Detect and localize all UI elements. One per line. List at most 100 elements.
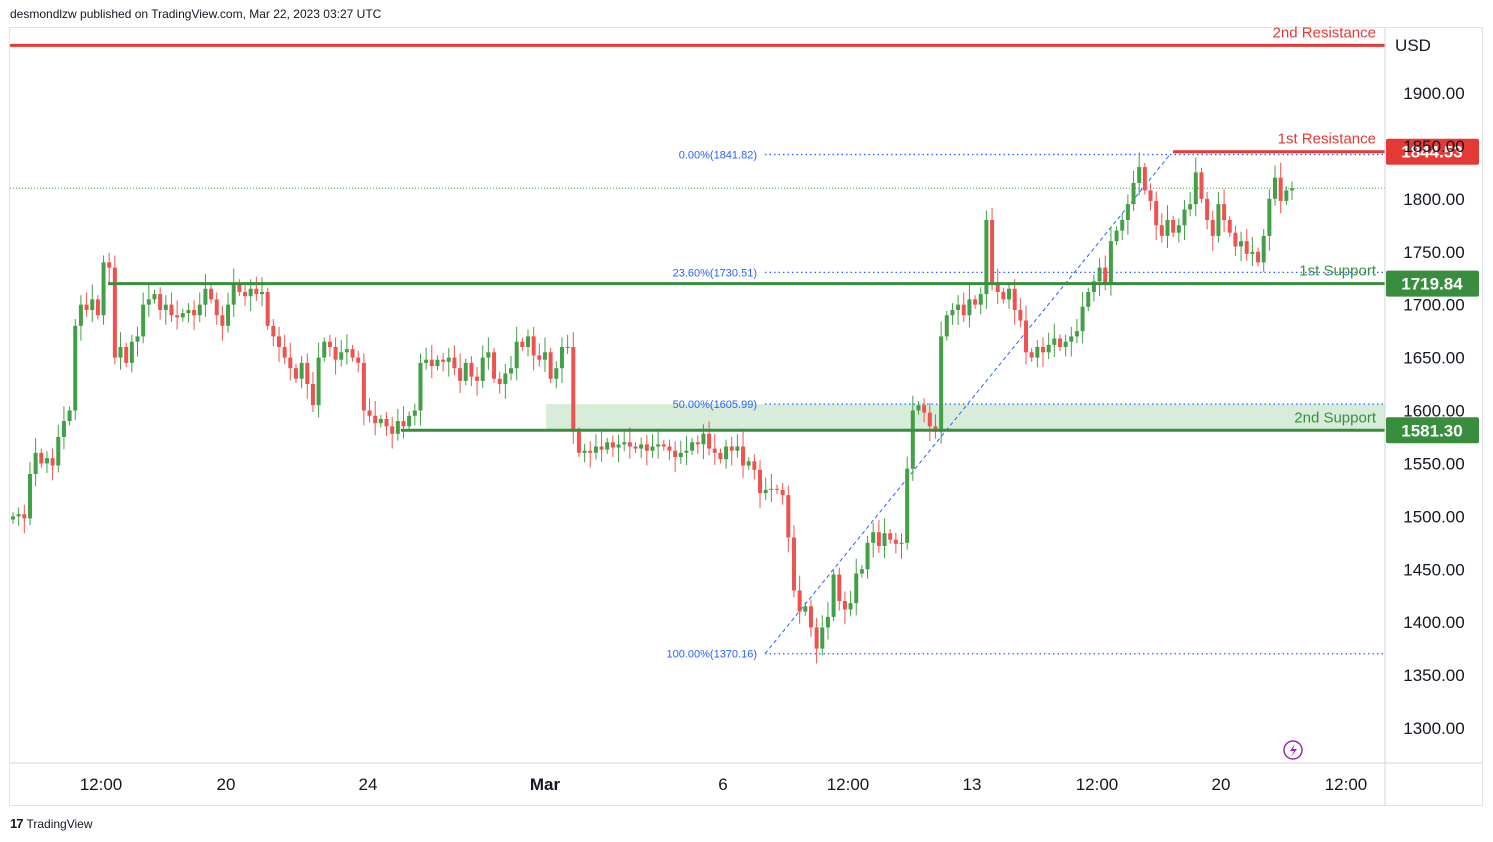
- candle: [469, 355, 474, 387]
- candle-body: [927, 412, 932, 427]
- candle: [135, 326, 140, 357]
- candle-body: [39, 452, 44, 464]
- candle-body: [808, 606, 813, 628]
- candle-body: [373, 415, 378, 424]
- candle: [1239, 231, 1244, 262]
- candle-body: [118, 347, 123, 358]
- candle: [1069, 326, 1074, 357]
- candle-body: [1097, 267, 1102, 282]
- chart-frame[interactable]: [9, 27, 1483, 806]
- candle-body: [656, 444, 661, 447]
- candle: [1125, 194, 1130, 235]
- candle-body: [418, 362, 423, 411]
- y-tick-label: 1750.00: [1403, 243, 1464, 262]
- currency-label: USD: [1395, 36, 1431, 55]
- candle-body: [135, 336, 140, 342]
- tradingview-logo-icon: 17: [10, 816, 24, 831]
- candle-body: [1086, 291, 1091, 307]
- candle: [752, 454, 757, 480]
- candle: [763, 477, 768, 500]
- candle: [243, 285, 248, 306]
- candle: [1018, 297, 1023, 328]
- candle-body: [412, 410, 417, 416]
- candle-body: [293, 368, 298, 379]
- candle-body: [859, 569, 864, 574]
- candle-body: [1091, 281, 1096, 292]
- candle: [780, 482, 785, 505]
- candle-body: [627, 442, 632, 447]
- candle-body: [537, 355, 542, 360]
- candle: [288, 342, 293, 381]
- candle-body: [1216, 204, 1221, 236]
- candle: [893, 532, 898, 554]
- candle: [384, 412, 389, 436]
- candle-body: [1159, 225, 1164, 236]
- x-tick-label: 20: [217, 775, 236, 794]
- candle-body: [186, 309, 191, 314]
- y-tick-label: 1650.00: [1403, 349, 1464, 368]
- candle: [67, 406, 72, 426]
- candle-body: [1256, 251, 1261, 263]
- candle: [973, 295, 978, 309]
- candle: [639, 437, 644, 459]
- candle: [910, 395, 915, 481]
- candle: [1250, 236, 1255, 267]
- candle-body: [441, 359, 446, 362]
- candle-body: [316, 357, 321, 406]
- candle-body: [718, 452, 723, 460]
- candle: [531, 326, 536, 371]
- candle: [633, 442, 638, 453]
- candle: [344, 334, 349, 365]
- candle: [282, 334, 287, 365]
- candle: [22, 504, 27, 534]
- candle: [1137, 152, 1142, 196]
- candle-body: [1165, 220, 1170, 236]
- candle-body: [639, 444, 644, 449]
- candle-body: [254, 288, 259, 295]
- candle: [475, 367, 480, 396]
- candle-body: [525, 336, 530, 347]
- lightning-icon[interactable]: [1283, 740, 1303, 760]
- tradingview-logo[interactable]: 17 TradingView: [10, 816, 93, 831]
- candle-body: [695, 442, 700, 445]
- candle-body: [1035, 347, 1040, 358]
- candle-body: [565, 347, 570, 348]
- candle: [729, 436, 734, 466]
- candle-body: [67, 410, 72, 422]
- level-label: 2nd Resistance: [1273, 24, 1376, 41]
- candle: [724, 439, 729, 469]
- candle-body: [1227, 220, 1232, 233]
- candle: [944, 311, 949, 341]
- x-tick-label: 12:00: [1325, 775, 1368, 794]
- fib-level-label: 23.60%(1730.51): [673, 267, 757, 279]
- candle-body: [141, 304, 146, 337]
- candle-body: [492, 352, 497, 379]
- candle-body: [763, 489, 768, 494]
- candle: [758, 460, 763, 508]
- candle-body: [78, 304, 83, 326]
- candle-body: [531, 336, 536, 356]
- candle: [871, 522, 876, 558]
- candle: [695, 435, 700, 454]
- candle: [293, 363, 298, 383]
- candle-body: [956, 304, 961, 310]
- candle: [260, 277, 265, 307]
- candle: [848, 590, 853, 617]
- candle-body: [209, 288, 214, 300]
- candle: [197, 292, 202, 323]
- candle-body: [503, 373, 508, 385]
- candle: [452, 345, 457, 376]
- candle: [876, 520, 881, 553]
- candle: [888, 529, 893, 544]
- candle-body: [542, 352, 547, 360]
- candle-body: [769, 488, 774, 490]
- y-tick-label: 1550.00: [1403, 454, 1464, 473]
- candle-body: [775, 488, 780, 490]
- candle-body: [876, 532, 881, 546]
- candle: [769, 474, 774, 503]
- candle-body: [214, 299, 219, 316]
- candle-body: [333, 347, 338, 360]
- candle: [1091, 274, 1096, 302]
- candle-body: [180, 313, 185, 318]
